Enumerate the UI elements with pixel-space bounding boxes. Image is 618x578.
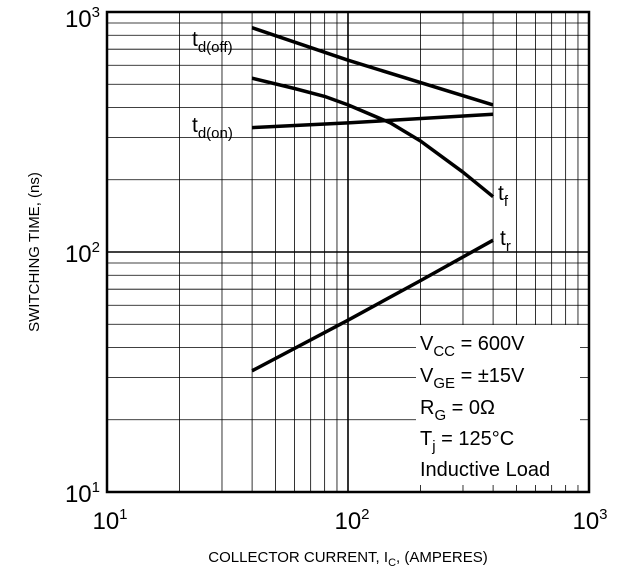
y-tick-10: 101 [65, 479, 100, 508]
condition-tj: Tj = 125°C [420, 428, 514, 455]
series-line-tr [251, 238, 494, 373]
series-label-td-off: td(off) [192, 28, 233, 56]
y-tick-1000: 103 [65, 4, 100, 33]
x-axis-label: COLLECTOR CURRENT, IC, (AMPERES) [208, 549, 487, 569]
condition-load: Inductive Load [420, 459, 550, 481]
condition-rg: RG = 0Ω [420, 397, 495, 424]
x-tick-1000: 103 [572, 506, 607, 535]
test-conditions-box: VCC = 600V VGE = ±15V RG = 0Ω Tj = 125°C… [416, 325, 580, 485]
plot-frame [105, 10, 591, 494]
x-tick-10: 101 [92, 506, 127, 535]
condition-vge: VGE = ±15V [420, 365, 525, 392]
y-axis-label: SWITCHING TIME, (ns) [26, 172, 43, 332]
x-tick-100: 102 [334, 506, 369, 535]
y-tick-100: 102 [65, 239, 100, 268]
series-line-td-off [251, 26, 494, 107]
series-label-td-on: td(on) [192, 114, 233, 142]
series-label-tr: tr [500, 227, 511, 255]
condition-vcc: VCC = 600V [420, 333, 525, 360]
series-label-tf: tf [498, 182, 509, 210]
series-line-td-on [252, 112, 494, 130]
series-line-tf [251, 76, 495, 199]
